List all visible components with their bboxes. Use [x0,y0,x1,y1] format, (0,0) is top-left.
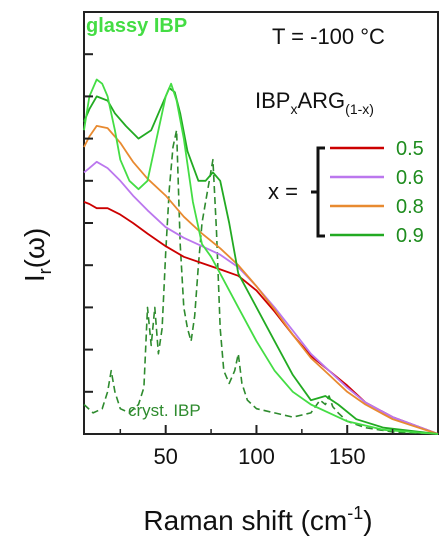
y-axis-label-sub: r [35,268,55,274]
series-line-0-9 [83,87,439,435]
legend-label: 0.8 [396,196,424,218]
legend-label: 0.6 [396,167,424,189]
annotation-cryst-ibp: cryst. IBP [128,401,201,420]
legend-x-equals: x = [268,179,298,204]
tick-layer: 50 100 150 [84,53,394,469]
x-tick-label: 50 [153,444,177,469]
y-axis-label-end: (ω) [19,228,50,269]
legend-title: IBPxARG(1-x) [255,88,374,117]
annotation-glassy-ibp: glassy IBP [86,15,187,37]
series-line-glassy-ibp [83,78,439,435]
legend-title-sub-1-x: (1-x) [345,101,374,117]
legend-title-arg: ARG [297,88,345,113]
legend-title-sub-x: x [290,101,297,117]
y-axis-label-main: I [19,274,50,282]
legend-label: 0.5 [396,138,424,160]
y-axis-label: Ir(ω) [19,228,55,282]
series-line-0-6 [83,160,439,435]
series-layer [83,78,439,435]
series-line-0-5 [83,201,439,435]
plot-frame [83,11,439,435]
x-axis-label-main: Raman shift (cm [143,505,347,536]
series-line-0-8 [83,125,439,435]
x-axis-label: Raman shift (cm-1) [143,503,372,536]
x-axis-label-sup: -1 [347,503,363,523]
x-axis-label-end: ) [363,505,372,536]
legend-title-main: IBP [255,88,290,113]
legend-entries: 0.5 0.6 0.8 0.9 [330,138,424,247]
x-tick-label: 100 [238,444,275,469]
legend-bracket [311,146,325,238]
x-tick-label: 150 [329,444,366,469]
series-line-cryst-ibp [83,129,439,435]
legend-label: 0.9 [396,225,424,247]
chart-title: T = -100 °C [272,24,385,49]
